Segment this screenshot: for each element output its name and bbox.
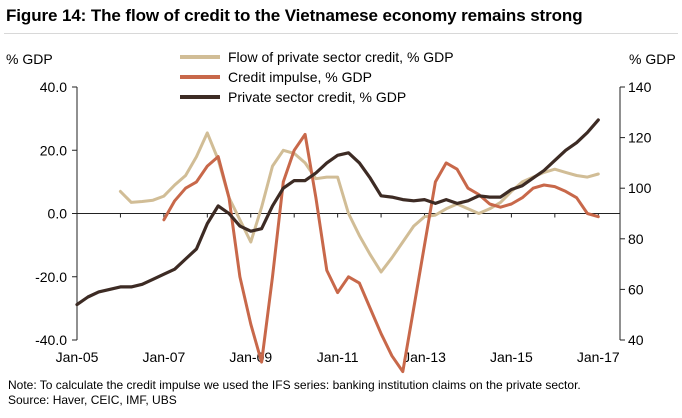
right-axis-unit-label: % GDP (629, 51, 676, 67)
y-right-tick-label: 40 (628, 332, 644, 348)
legend-label-3: Private sector credit, % GDP (228, 89, 406, 105)
x-tick-label: Jan-15 (490, 349, 533, 365)
y-left-tick-label: -20.0 (35, 269, 67, 285)
chart-source: Source: Haver, CEIC, IMF, UBS (8, 393, 177, 407)
y-left-tick-label: 20.0 (40, 142, 67, 158)
y-left-tick-label: -40.0 (35, 332, 67, 348)
y-left-tick-label: 0.0 (48, 206, 68, 222)
series-line-1 (118, 131, 600, 274)
x-tick-label: Jan-11 (317, 349, 359, 365)
chart-note: Note: To calculate the credit impulse we… (8, 378, 581, 392)
x-tick-label: Jan-09 (229, 349, 272, 365)
legend-label-2: Credit impulse, % GDP (228, 69, 372, 85)
x-tick-label: Jan-05 (56, 349, 99, 365)
chart-title: Figure 14: The flow of credit to the Vie… (6, 6, 583, 25)
x-tick-label: Jan-17 (577, 349, 620, 365)
y-right-tick-label: 100 (628, 180, 652, 196)
legend-label-1: Flow of private sector credit, % GDP (228, 49, 454, 65)
y-right-tick-label: 120 (628, 130, 652, 146)
y-left-tick-label: 40.0 (40, 79, 67, 95)
x-tick-label: Jan-13 (403, 349, 446, 365)
y-right-tick-label: 140 (628, 79, 652, 95)
series-line-2 (162, 132, 600, 374)
chart-notes: Note: To calculate the credit impulse we… (8, 378, 581, 408)
x-tick-label: Jan-07 (142, 349, 185, 365)
left-axis-unit-label: % GDP (6, 51, 53, 67)
y-right-tick-label: 80 (628, 231, 644, 247)
y-right-tick-label: 60 (628, 281, 644, 297)
title-divider (4, 33, 678, 34)
series-line-3 (75, 118, 600, 307)
